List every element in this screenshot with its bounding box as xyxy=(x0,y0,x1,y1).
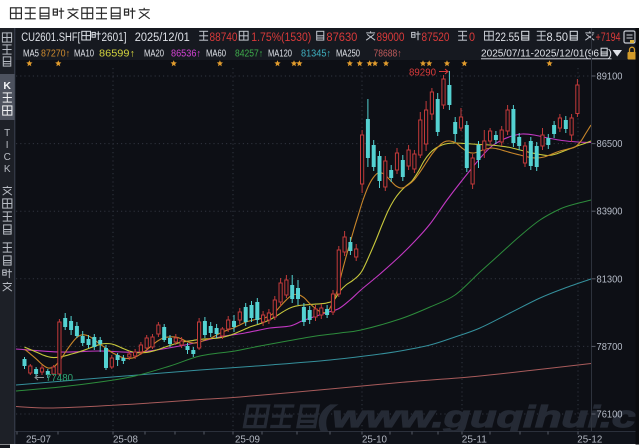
svg-text:MA20: MA20 xyxy=(144,49,164,60)
svg-text:8.50: 8.50 xyxy=(547,32,569,44)
svg-text:86536↑: 86536↑ xyxy=(171,49,201,60)
svg-text:C: C xyxy=(4,152,11,163)
svg-text:2025/07/11-2025/12/01(96: 2025/07/11-2025/12/01(96 xyxy=(481,49,599,60)
svg-text:): ) xyxy=(608,49,612,60)
svg-text:MA10: MA10 xyxy=(74,49,94,60)
svg-text:I: I xyxy=(6,140,9,151)
svg-text:77480: 77480 xyxy=(46,373,73,384)
svg-text:K: K xyxy=(3,80,11,92)
svg-text:25-12: 25-12 xyxy=(577,434,602,446)
svg-text:1.75%(1530): 1.75%(1530) xyxy=(251,32,311,44)
svg-text:86500: 86500 xyxy=(597,138,623,150)
svg-text:2601]: 2601] xyxy=(102,32,127,44)
svg-text:87520: 87520 xyxy=(422,32,450,44)
svg-text:83900: 83900 xyxy=(597,206,623,218)
svg-text:MA120: MA120 xyxy=(268,49,292,60)
svg-text:81300: 81300 xyxy=(597,273,623,285)
svg-text:22.55: 22.55 xyxy=(495,32,520,44)
svg-text:CU2601.SHF[: CU2601.SHF[ xyxy=(21,32,81,44)
svg-text:25-08: 25-08 xyxy=(113,434,138,446)
svg-text:+7194: +7194 xyxy=(596,32,621,44)
svg-text:88740: 88740 xyxy=(210,32,238,44)
svg-text:T: T xyxy=(4,128,10,139)
svg-text:89000: 89000 xyxy=(377,32,405,44)
svg-text:89290: 89290 xyxy=(409,67,436,79)
svg-text:78688↑: 78688↑ xyxy=(374,49,402,60)
svg-text:MA250: MA250 xyxy=(336,49,360,60)
svg-text:25-09: 25-09 xyxy=(235,434,260,446)
svg-text:86599↑: 86599↑ xyxy=(99,49,135,60)
svg-text:78700: 78700 xyxy=(597,341,623,353)
svg-text:81345↑: 81345↑ xyxy=(301,49,331,60)
svg-text:87270↑: 87270↑ xyxy=(41,49,70,60)
svg-text:MA5: MA5 xyxy=(23,49,39,60)
svg-text:84257↑: 84257↑ xyxy=(235,49,263,60)
svg-text:K: K xyxy=(4,164,11,175)
svg-text:0: 0 xyxy=(469,32,475,44)
svg-text:87630: 87630 xyxy=(326,32,357,44)
svg-text:(www.guqihui.c: (www.guqihui.c xyxy=(318,399,636,434)
svg-text:25-11: 25-11 xyxy=(462,434,487,446)
svg-text:2025/12/01: 2025/12/01 xyxy=(135,32,190,44)
svg-text:25-10: 25-10 xyxy=(362,434,387,446)
svg-text:89100: 89100 xyxy=(597,71,623,83)
svg-text:76100: 76100 xyxy=(597,409,623,421)
svg-text:25-07: 25-07 xyxy=(26,434,51,446)
svg-text:MA60: MA60 xyxy=(206,49,226,60)
